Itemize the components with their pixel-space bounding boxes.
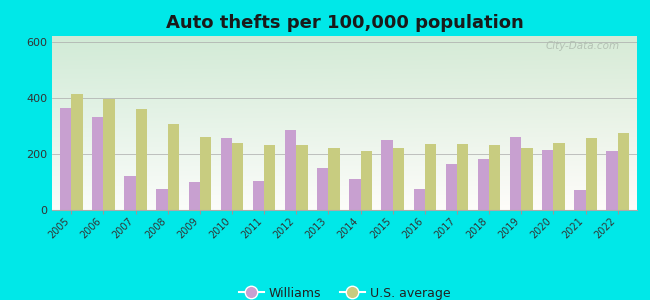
Bar xyxy=(586,138,597,210)
Bar xyxy=(296,146,307,210)
Bar xyxy=(521,148,532,210)
Bar xyxy=(103,99,114,210)
Bar xyxy=(618,133,629,210)
Bar xyxy=(72,94,83,210)
Bar xyxy=(413,189,425,210)
Bar xyxy=(478,160,489,210)
Bar xyxy=(92,117,103,210)
Bar xyxy=(510,137,521,210)
Bar xyxy=(317,168,328,210)
Bar xyxy=(168,124,179,210)
Bar xyxy=(328,148,340,210)
Bar xyxy=(136,109,147,210)
Bar xyxy=(361,151,372,210)
Bar xyxy=(457,144,468,210)
Bar xyxy=(349,179,361,210)
Bar xyxy=(489,146,500,210)
Bar xyxy=(264,146,276,210)
Bar xyxy=(253,181,264,210)
Bar xyxy=(157,189,168,210)
Bar xyxy=(60,108,72,210)
Bar xyxy=(382,140,393,210)
Legend: Williams, U.S. average: Williams, U.S. average xyxy=(233,282,456,300)
Bar xyxy=(446,164,457,210)
Bar xyxy=(124,176,136,210)
Bar xyxy=(188,182,200,210)
Bar xyxy=(200,137,211,210)
Title: Auto thefts per 100,000 population: Auto thefts per 100,000 population xyxy=(166,14,523,32)
Bar xyxy=(393,148,404,210)
Bar xyxy=(575,190,586,210)
Text: City-Data.com: City-Data.com xyxy=(545,41,619,51)
Bar xyxy=(542,150,553,210)
Bar xyxy=(553,142,565,210)
Bar xyxy=(232,142,243,210)
Bar xyxy=(285,130,296,210)
Bar xyxy=(221,138,232,210)
Bar xyxy=(425,144,436,210)
Bar xyxy=(606,151,618,210)
